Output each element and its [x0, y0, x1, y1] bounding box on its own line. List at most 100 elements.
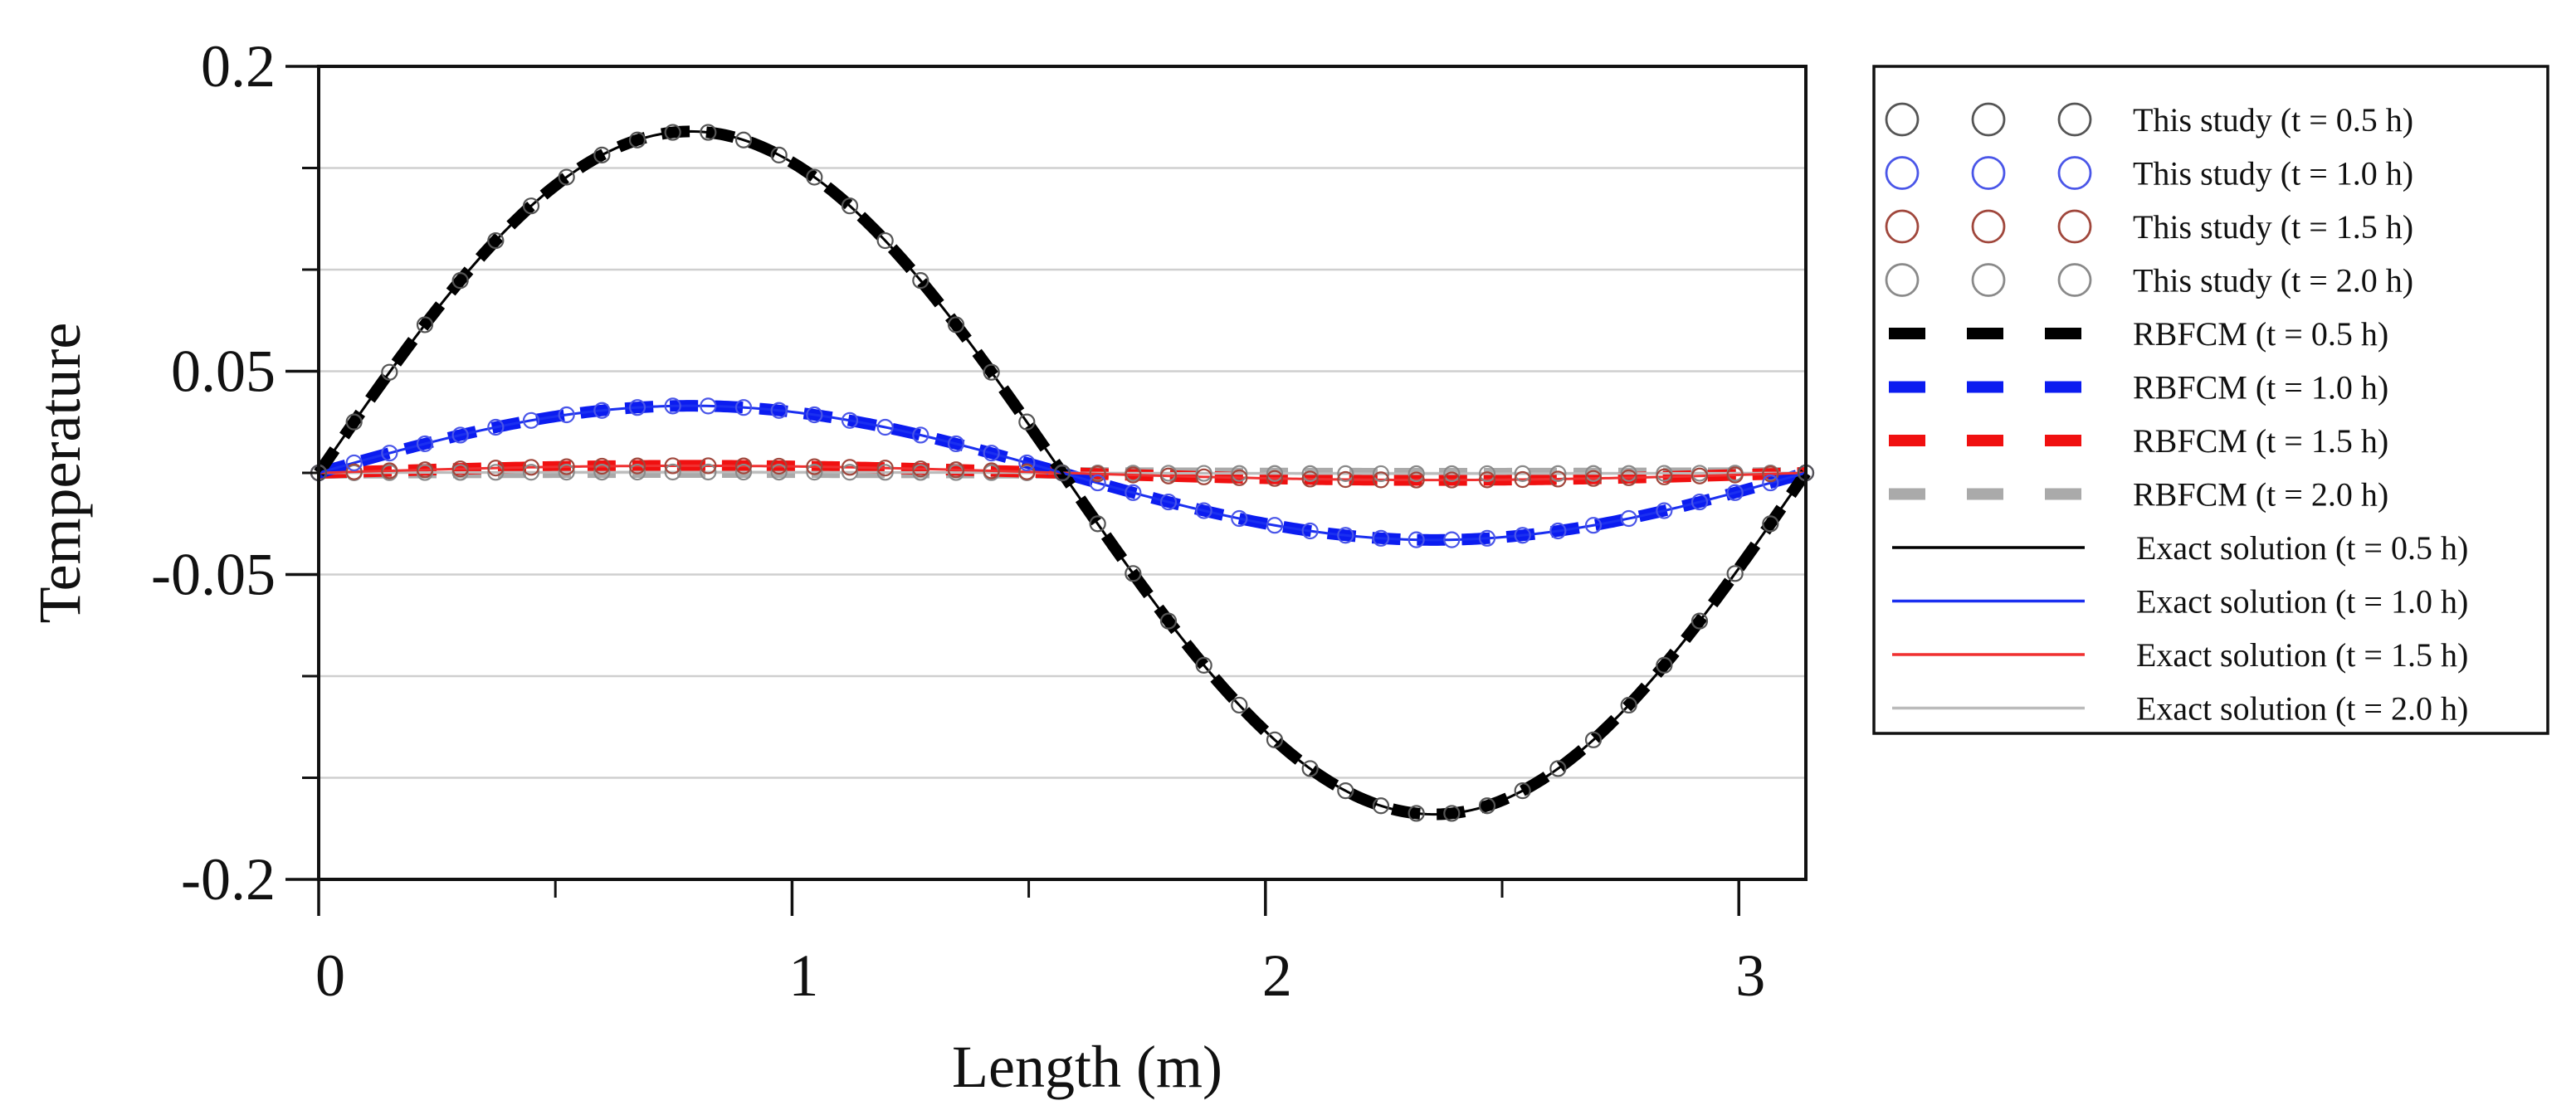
legend-marker-symbol — [1885, 209, 1920, 244]
series-marker-this-study — [593, 402, 611, 419]
series-marker-this-study — [1266, 731, 1284, 748]
series-marker-this-study — [700, 457, 717, 475]
series-marker-this-study — [1195, 656, 1212, 674]
series-marker-this-study — [522, 459, 540, 476]
series-marker-this-study — [593, 146, 611, 163]
series-marker-this-study — [734, 131, 753, 149]
series-marker-this-study — [1125, 484, 1142, 501]
legend-entry: This study (t = 0.5 h) — [1885, 101, 2413, 139]
series-marker-this-study — [876, 418, 894, 436]
series-marker-this-study — [1372, 471, 1390, 489]
series-marker-this-study — [1726, 484, 1744, 501]
series-marker-this-study — [770, 402, 788, 419]
legend-marker-symbol — [1971, 209, 2006, 244]
series-marker-this-study — [381, 462, 398, 480]
series-marker-this-study — [841, 411, 859, 429]
series-marker-this-study — [1478, 529, 1496, 547]
series-marker-this-study — [1443, 465, 1461, 483]
series-marker-this-study — [734, 399, 753, 416]
series-marker-this-study — [1514, 465, 1531, 483]
series-marker-this-study — [1584, 470, 1603, 487]
series-marker-this-study — [1266, 517, 1284, 534]
series-marker-this-study — [1656, 502, 1673, 519]
legend-label: Exact solution (t = 1.5 h) — [2136, 636, 2468, 674]
series-marker-this-study — [487, 460, 505, 477]
series-marker-this-study — [983, 363, 1000, 381]
series-marker-this-study — [1584, 517, 1603, 534]
series-marker-this-study — [1018, 454, 1036, 472]
series-marker-this-study — [1408, 471, 1425, 489]
series-marker-this-study — [1549, 465, 1567, 482]
series-marker-this-study — [1266, 470, 1284, 487]
series-marker-this-study — [1089, 474, 1106, 492]
series-marker-this-study — [1231, 509, 1248, 528]
series-marker-this-study — [1762, 474, 1779, 492]
series-marker-this-study — [700, 397, 717, 415]
series-marker-this-study — [1089, 515, 1106, 533]
series-marker-this-study — [1018, 463, 1036, 480]
series-marker-this-study — [1195, 502, 1212, 519]
series-marker-this-study — [1231, 465, 1248, 482]
legend-label: RBFCM (t = 1.0 h) — [2133, 369, 2388, 407]
series-marker-this-study — [806, 168, 823, 186]
series-marker-this-study — [1195, 468, 1212, 485]
series-marker-this-study — [1690, 467, 1709, 484]
series-marker-this-study — [1159, 467, 1178, 484]
series-marker-this-study — [664, 463, 681, 481]
legend-entry: RBFCM (t = 1.0 h) — [1889, 369, 2388, 407]
x-axis-title: Length (m) — [952, 1034, 1222, 1100]
series-marker-this-study — [947, 316, 965, 334]
series-marker-this-study — [841, 459, 859, 476]
series-marker-this-study — [416, 435, 434, 453]
series-marker-this-study — [558, 458, 575, 475]
series-marker-this-study — [416, 316, 434, 334]
legend-marker-symbol — [2057, 156, 2092, 190]
series-marker-this-study — [1301, 760, 1319, 777]
legend-label: RBFCM (t = 2.0 h) — [2133, 476, 2388, 514]
series-marker-this-study — [1478, 465, 1496, 483]
series-marker-this-study — [522, 197, 540, 215]
series-marker-this-study — [1478, 471, 1496, 489]
series-marker-this-study — [770, 146, 788, 163]
series-marker-this-study — [1549, 522, 1567, 540]
series-marker-this-study — [1549, 470, 1567, 488]
legend-entry: This study (t = 1.0 h) — [1885, 155, 2413, 192]
legend-label: RBFCM (t = 0.5 h) — [2133, 315, 2388, 353]
series-marker-this-study — [558, 168, 575, 186]
series-marker-this-study — [1231, 469, 1248, 486]
series-marker-this-study — [1656, 468, 1673, 485]
series-marker-this-study — [487, 464, 505, 481]
series-marker-this-study — [522, 411, 540, 429]
series-marker-this-study — [664, 457, 681, 475]
legend-marker-symbol — [1971, 263, 2006, 297]
series-marker-this-study — [700, 463, 717, 481]
x-tick-label: 2 — [1262, 942, 1292, 1009]
series-marker-this-study — [628, 457, 646, 475]
series-marker-this-study — [947, 435, 965, 453]
y-axis-title: Temperature — [27, 323, 93, 624]
legend-label: Exact solution (t = 2.0 h) — [2136, 690, 2468, 728]
series-marker-this-study — [345, 413, 363, 431]
series-marker-this-study — [558, 464, 575, 481]
series-marker-this-study — [593, 463, 611, 481]
series-marker-this-study — [1301, 470, 1319, 488]
legend-label: Exact solution (t = 1.0 h) — [2136, 583, 2468, 621]
y-tick-label: -0.2 — [181, 846, 276, 913]
legend-marker-symbol — [1885, 102, 1920, 137]
series-marker-this-study — [1125, 565, 1142, 582]
series-marker-this-study — [1408, 805, 1425, 822]
series-marker-this-study — [734, 457, 753, 475]
series-marker-this-study — [1690, 612, 1709, 630]
series-marker-this-study — [345, 463, 363, 480]
legend-marker-symbol — [1971, 156, 2006, 190]
series-marker-this-study — [876, 464, 894, 481]
series-marker-this-study — [1372, 465, 1390, 483]
series-marker-this-study — [558, 406, 575, 424]
series-marker-this-study — [947, 461, 965, 479]
series-marker-this-study — [983, 462, 1000, 480]
series-marker-this-study — [1620, 696, 1637, 714]
series-marker-this-study — [1443, 805, 1461, 822]
series-marker-this-study — [628, 463, 646, 481]
series-marker-this-study — [876, 460, 894, 477]
